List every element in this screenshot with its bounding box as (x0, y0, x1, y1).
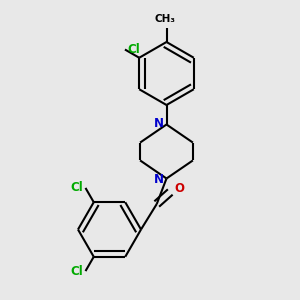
Text: Cl: Cl (70, 181, 83, 194)
Text: N: N (154, 173, 164, 186)
Text: Cl: Cl (127, 43, 140, 56)
Text: N: N (154, 117, 164, 130)
Text: Cl: Cl (70, 265, 83, 278)
Text: O: O (175, 182, 184, 196)
Text: CH₃: CH₃ (154, 14, 176, 24)
